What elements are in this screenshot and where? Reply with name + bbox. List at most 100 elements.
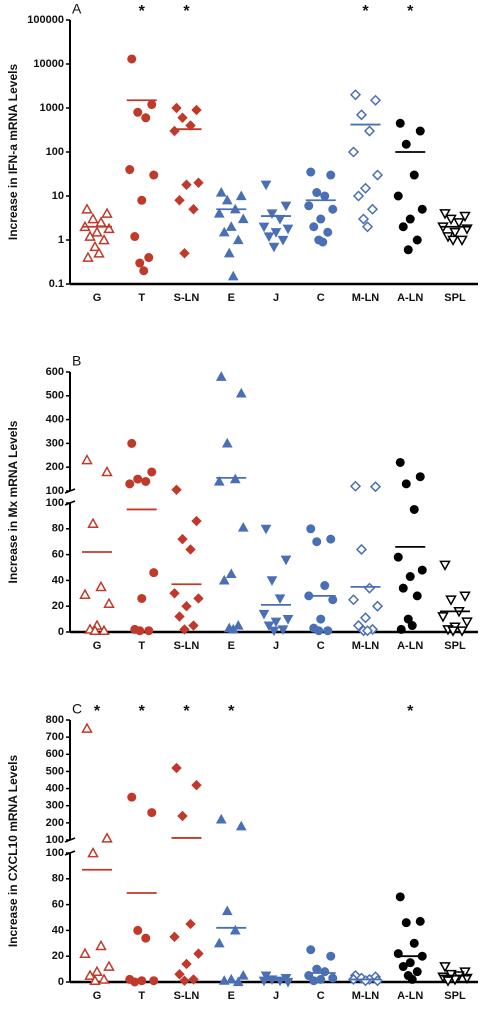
data-point	[355, 109, 368, 121]
data-point	[326, 534, 336, 544]
data-point	[98, 973, 110, 984]
data-point	[349, 89, 362, 101]
data-point	[127, 792, 137, 802]
data-point	[405, 958, 415, 968]
x-tick-label: C	[317, 292, 325, 304]
data-point	[415, 472, 425, 482]
data-point	[401, 479, 411, 489]
x-tick-label: S-LN	[174, 990, 200, 1002]
data-point	[369, 94, 382, 106]
data-point	[144, 253, 154, 263]
data-point	[98, 233, 110, 245]
data-point	[282, 615, 294, 625]
data-point	[447, 626, 459, 637]
data-point	[366, 203, 379, 215]
data-point	[453, 218, 465, 229]
data-point	[326, 951, 336, 961]
data-point	[232, 234, 244, 245]
data-point	[227, 623, 239, 634]
data-point	[328, 973, 338, 983]
data-point	[461, 617, 473, 628]
y-tick-label: 0.1	[49, 278, 64, 290]
data-point	[101, 832, 113, 843]
data-point	[355, 543, 368, 556]
data-point	[280, 201, 292, 212]
data-point	[263, 621, 275, 632]
y-tick-label: 500	[46, 390, 64, 402]
data-point	[149, 976, 159, 986]
data-point	[320, 967, 330, 977]
data-point	[149, 568, 159, 578]
significance: *	[407, 3, 414, 20]
data-point	[437, 612, 449, 623]
data-point	[277, 235, 289, 246]
data-point	[237, 521, 249, 532]
data-point	[169, 931, 180, 943]
data-point	[188, 974, 199, 985]
data-point	[395, 892, 405, 902]
data-point	[363, 125, 376, 137]
data-point	[405, 572, 415, 582]
data-point	[135, 626, 145, 636]
data-point	[412, 591, 422, 601]
data-point	[403, 245, 413, 255]
data-point	[179, 248, 190, 259]
data-point	[221, 194, 233, 205]
data-point	[103, 960, 115, 971]
data-point	[328, 204, 338, 214]
data-point	[81, 722, 93, 733]
data-point	[369, 481, 382, 493]
data-point	[409, 504, 419, 514]
data-point	[181, 600, 192, 612]
x-tick-label: E	[228, 292, 235, 304]
y-tick-label: 400	[46, 414, 64, 426]
data-point	[225, 973, 237, 984]
data-point	[447, 235, 459, 247]
data-point	[218, 975, 230, 985]
data-point	[221, 437, 233, 448]
data-point	[395, 457, 405, 467]
data-point	[312, 537, 322, 547]
data-point	[188, 204, 199, 215]
data-point	[258, 222, 270, 233]
x-tick-label: S-LN	[174, 292, 200, 304]
data-point	[174, 611, 185, 622]
x-tick-label: SPL	[444, 640, 466, 652]
data-point	[125, 479, 135, 489]
data-point	[179, 624, 190, 635]
data-point	[442, 976, 454, 987]
data-point	[347, 146, 360, 158]
data-point	[177, 810, 188, 822]
y-tick-label: 1	[58, 234, 64, 246]
data-point	[95, 580, 107, 592]
data-point	[89, 624, 101, 636]
data-point	[415, 916, 425, 926]
data-point	[191, 779, 202, 791]
data-point	[395, 118, 405, 128]
y-tick-label: 300	[46, 800, 64, 812]
x-tick-label: C	[317, 990, 325, 1002]
data-point	[232, 620, 244, 630]
x-tick-label: T	[138, 990, 145, 1002]
x-tick-label: A-LN	[397, 640, 423, 652]
y-axis-title: Increase in Mx mRNA Levels	[6, 420, 20, 583]
data-point	[125, 165, 135, 175]
y-axis-title: Increase in IFN-a mRNA Levels	[6, 64, 20, 241]
data-point	[225, 568, 237, 579]
data-point	[177, 533, 188, 545]
data-point	[171, 102, 182, 114]
data-point	[258, 609, 270, 620]
data-point	[141, 933, 151, 943]
y-tick-label: 20	[52, 600, 64, 612]
data-point	[417, 204, 427, 214]
data-point	[316, 214, 326, 224]
data-point	[359, 182, 372, 194]
data-point	[193, 177, 204, 188]
data-point	[213, 937, 225, 948]
significance: *	[94, 703, 101, 720]
data-point	[398, 583, 408, 593]
y-tick-label: 10	[52, 190, 64, 202]
y-tick-label: 600	[46, 366, 64, 378]
y-tick-label: 300	[46, 437, 64, 449]
